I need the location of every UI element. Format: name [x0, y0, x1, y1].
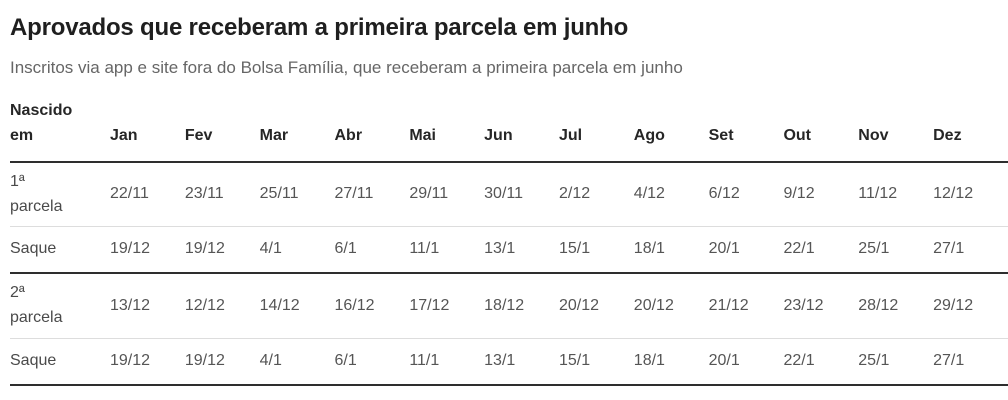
column-header-dez: Dez: [933, 93, 1008, 163]
schedule-cell: 15/1: [558, 226, 634, 275]
header-row: Nascido em Jan Fev Mar Abr Mai Jun Jul A…: [10, 93, 1008, 163]
column-header-jan: Jan: [110, 93, 185, 163]
table-row-segunda-parcela: 2ª parcela 13/12 12/12 14/12 16/12 17/12…: [10, 273, 1008, 339]
schedule-cell: 22/11: [110, 161, 185, 228]
schedule-cell: 29/11: [409, 161, 485, 228]
schedule-cell: 17/12: [409, 273, 485, 339]
table-row-saque-1: Saque 19/12 19/12 4/1 6/1 11/1 13/1 15/1…: [10, 226, 1008, 275]
schedule-cell: 18/1: [633, 338, 709, 386]
column-header-abr: Abr: [334, 93, 410, 163]
schedule-cell: 11/12: [858, 161, 934, 228]
schedule-cell: 27/1: [933, 338, 1008, 386]
schedule-cell: 20/12: [633, 273, 709, 339]
schedule-cell: 25/1: [858, 226, 934, 275]
column-header-ago: Ago: [633, 93, 709, 163]
schedule-cell: 13/1: [484, 338, 559, 386]
schedule-cell: 20/12: [558, 273, 634, 339]
schedule-cell: 22/1: [783, 226, 859, 275]
schedule-cell: 9/12: [783, 161, 859, 228]
row-label-saque-1: Saque: [10, 226, 110, 275]
schedule-cell: 18/12: [484, 273, 559, 339]
schedule-cell: 20/1: [708, 226, 784, 275]
schedule-cell: 30/11: [484, 161, 559, 228]
schedule-widget: Aprovados que receberam a primeira parce…: [10, 14, 1008, 386]
schedule-cell: 22/1: [783, 338, 859, 386]
schedule-cell: 6/1: [334, 338, 410, 386]
schedule-cell: 19/12: [110, 226, 185, 275]
schedule-cell: 16/12: [334, 273, 410, 339]
schedule-cell: 28/12: [858, 273, 934, 339]
schedule-cell: 20/1: [708, 338, 784, 386]
schedule-cell: 13/1: [484, 226, 559, 275]
schedule-cell: 19/12: [110, 338, 185, 386]
row-label-saque-2: Saque: [10, 338, 110, 386]
schedule-cell: 2/12: [558, 161, 634, 228]
schedule-cell: 19/12: [184, 226, 260, 275]
schedule-cell: 4/12: [633, 161, 709, 228]
schedule-cell: 6/12: [708, 161, 784, 228]
schedule-cell: 14/12: [259, 273, 335, 339]
table-row-primeira-parcela: 1ª parcela 22/11 23/11 25/11 27/11 29/11…: [10, 161, 1008, 228]
column-header-mar: Mar: [259, 93, 335, 163]
schedule-cell: 23/12: [783, 273, 859, 339]
schedule-cell: 12/12: [933, 161, 1008, 228]
row-label-primeira-parcela: 1ª parcela: [10, 161, 110, 228]
schedule-cell: 11/1: [409, 338, 485, 386]
schedule-cell: 23/11: [184, 161, 260, 228]
column-header-nov: Nov: [858, 93, 934, 163]
page-title: Aprovados que receberam a primeira parce…: [10, 14, 629, 41]
table-row-saque-2: Saque 19/12 19/12 4/1 6/1 11/1 13/1 15/1…: [10, 338, 1008, 386]
schedule-cell: 25/11: [259, 161, 335, 228]
schedule-cell: 21/12: [708, 273, 784, 339]
schedule-cell: 12/12: [184, 273, 260, 339]
column-header-set: Set: [708, 93, 784, 163]
schedule-cell: 15/1: [558, 338, 634, 386]
column-header-out: Out: [783, 93, 859, 163]
schedule-cell: 4/1: [259, 226, 335, 275]
schedule-cell: 19/12: [184, 338, 260, 386]
schedule-cell: 25/1: [858, 338, 934, 386]
schedule-cell: 6/1: [334, 226, 410, 275]
column-header-nascido-em: Nascido em: [10, 93, 110, 163]
row-label-segunda-parcela: 2ª parcela: [10, 273, 110, 339]
schedule-cell: 11/1: [409, 226, 485, 275]
column-header-jun: Jun: [484, 93, 559, 163]
schedule-cell: 27/11: [334, 161, 410, 228]
payment-schedule-table: Nascido em Jan Fev Mar Abr Mai Jun Jul A…: [10, 93, 1008, 386]
schedule-cell: 4/1: [259, 338, 335, 386]
schedule-cell: 27/1: [933, 226, 1008, 275]
column-header-mai: Mai: [409, 93, 485, 163]
schedule-cell: 18/1: [633, 226, 709, 275]
column-header-jul: Jul: [558, 93, 634, 163]
schedule-cell: 29/12: [933, 273, 1008, 339]
schedule-cell: 13/12: [110, 273, 185, 339]
column-header-fev: Fev: [184, 93, 260, 163]
page-subtitle: Inscritos via app e site fora do Bolsa F…: [10, 58, 683, 78]
